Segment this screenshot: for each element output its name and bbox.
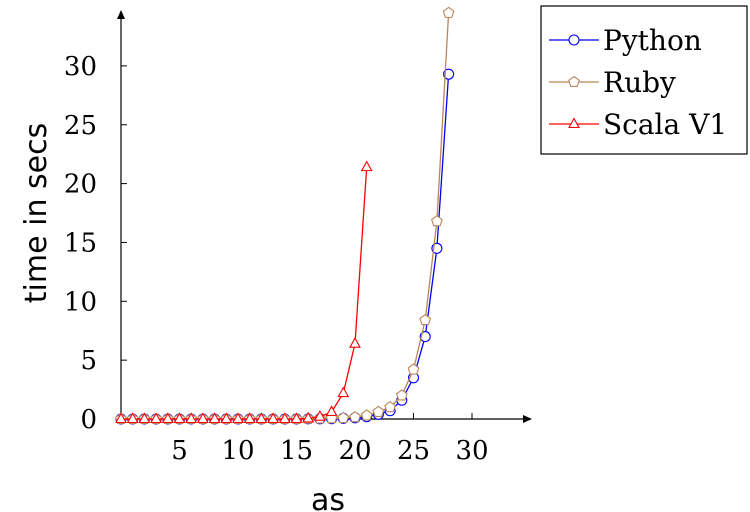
legend-label: Scala V1 <box>603 108 727 141</box>
legend-label: Ruby <box>603 66 676 99</box>
data-point-ruby <box>442 6 455 18</box>
data-point-scala-v1 <box>325 405 338 416</box>
legend-marker <box>568 75 580 87</box>
legend-label: Python <box>603 24 702 57</box>
data-point-scala-v1 <box>243 412 256 424</box>
data-point-scala-v1 <box>337 386 350 398</box>
data-point-ruby <box>419 313 432 326</box>
legend-item-ruby: Ruby <box>549 66 676 99</box>
y-tick-label: 15 <box>64 228 97 258</box>
data-point-scala-v1 <box>138 412 151 424</box>
x-tick-label: 30 <box>455 436 488 466</box>
series-line-ruby <box>121 12 450 420</box>
x-tick-label: 5 <box>171 436 188 466</box>
data-point-scala-v1 <box>126 412 139 424</box>
x-axis-arrow <box>523 415 532 423</box>
data-point-ruby <box>372 405 385 417</box>
data-point-scala-v1 <box>267 412 280 424</box>
y-axis-arrow <box>117 10 125 19</box>
data-point-ruby <box>407 363 420 375</box>
legend-marker <box>568 34 580 46</box>
series-line-scala-v1 <box>121 167 368 420</box>
series-ruby <box>115 6 455 425</box>
data-point-ruby <box>431 215 443 227</box>
data-point-scala-v1 <box>255 412 268 424</box>
series-python <box>115 68 455 425</box>
y-tick-label: 30 <box>64 52 97 82</box>
data-point-scala-v1 <box>161 412 174 424</box>
data-point-scala-v1 <box>208 412 221 424</box>
data-point-scala-v1 <box>290 412 303 424</box>
data-point-scala-v1 <box>185 412 198 424</box>
x-axis-label: as <box>311 483 345 512</box>
y-tick-label: 20 <box>64 170 97 200</box>
y-tick-label: 0 <box>80 405 97 435</box>
series-scala-v1 <box>115 160 373 424</box>
data-point-ruby <box>360 409 373 421</box>
data-point-scala-v1 <box>196 412 209 424</box>
y-axis-label: time in secs <box>19 123 54 303</box>
data-point-scala-v1 <box>349 337 361 348</box>
legend: Python Ruby Scala V1 <box>540 5 748 155</box>
x-tick-label: 25 <box>397 436 430 466</box>
data-point-python <box>443 68 455 80</box>
data-point-scala-v1 <box>278 412 291 424</box>
series-layer <box>115 6 455 425</box>
legend-item-python: Python <box>549 24 702 57</box>
data-point-scala-v1 <box>173 412 186 424</box>
legend-marker <box>568 117 580 129</box>
data-point-ruby <box>349 411 361 423</box>
x-tick-label: 20 <box>338 436 371 466</box>
data-point-scala-v1 <box>232 412 244 424</box>
axes <box>117 10 532 423</box>
y-ticks: 0 5 10 15 20 25 30 <box>64 52 127 435</box>
data-point-scala-v1 <box>115 412 127 424</box>
data-point-scala-v1 <box>220 412 233 424</box>
data-point-scala-v1 <box>150 412 163 424</box>
data-point-scala-v1 <box>360 160 373 172</box>
legend-item-scala-v1: Scala V1 <box>549 108 727 141</box>
data-point-ruby <box>337 411 350 424</box>
data-point-ruby <box>395 389 408 401</box>
x-tick-label: 15 <box>280 436 313 466</box>
y-tick-label: 5 <box>80 346 97 376</box>
y-tick-label: 10 <box>64 287 97 317</box>
data-point-scala-v1 <box>313 410 326 421</box>
x-tick-label: 10 <box>221 436 254 466</box>
x-ticks: 5 10 15 20 25 30 <box>171 413 489 466</box>
y-tick-label: 25 <box>64 111 97 141</box>
data-point-python <box>419 331 431 343</box>
data-point-scala-v1 <box>302 411 315 423</box>
data-point-ruby <box>384 401 396 413</box>
series-line-python <box>121 74 450 420</box>
